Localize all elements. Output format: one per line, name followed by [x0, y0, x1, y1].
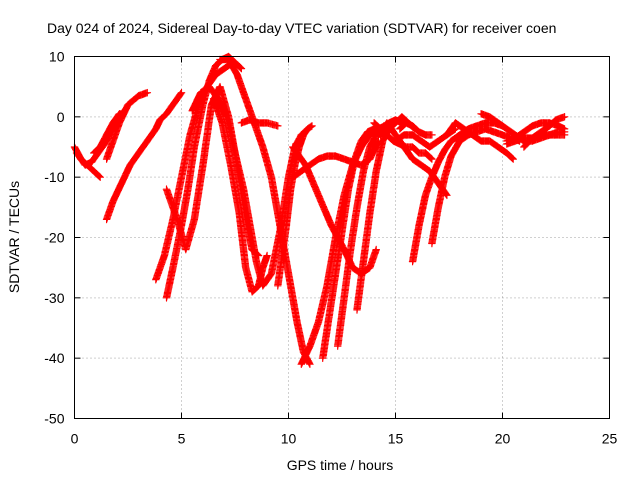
- data-series-s12: [237, 116, 282, 130]
- y-tick-label: -40: [44, 350, 64, 366]
- data-series-s26: [443, 119, 517, 163]
- y-tick-label: 10: [49, 49, 65, 65]
- y-tick-label: -50: [44, 411, 64, 427]
- data-series-s23: [396, 119, 436, 139]
- data-series-s11: [216, 55, 314, 368]
- y-axis-label: SDTVAR / TECUs: [6, 181, 22, 293]
- data-series-s19: [353, 113, 419, 314]
- axis-ticks: 0 5 10 15 20 25 10 0 -10 -20 -30 -40 -50: [44, 49, 617, 447]
- x-tick-label: 15: [388, 431, 404, 447]
- x-axis-label: GPS time / hours: [287, 457, 394, 473]
- chart-title: Day 024 of 2024, Sidereal Day-to-day VTE…: [47, 20, 556, 36]
- data-series-s3: [90, 110, 124, 157]
- y-tick-label: -20: [44, 230, 64, 246]
- data-series-group: [70, 52, 569, 368]
- y-tick-label: -10: [44, 169, 64, 185]
- x-tick-label: 10: [281, 431, 297, 447]
- x-tick-label: 0: [71, 431, 79, 447]
- y-tick-label: -30: [44, 290, 64, 306]
- data-series-s17: [318, 125, 391, 362]
- data-series-s4: [102, 88, 152, 163]
- data-series-s30: [503, 128, 569, 148]
- x-tick-label: 20: [495, 431, 511, 447]
- x-tick-label: 5: [178, 431, 186, 447]
- data-series-s5: [102, 88, 186, 224]
- data-series-s10: [209, 94, 271, 296]
- x-tick-label: 25: [602, 431, 618, 447]
- y-tick-label: 0: [57, 109, 65, 125]
- data-series-s25: [428, 125, 524, 248]
